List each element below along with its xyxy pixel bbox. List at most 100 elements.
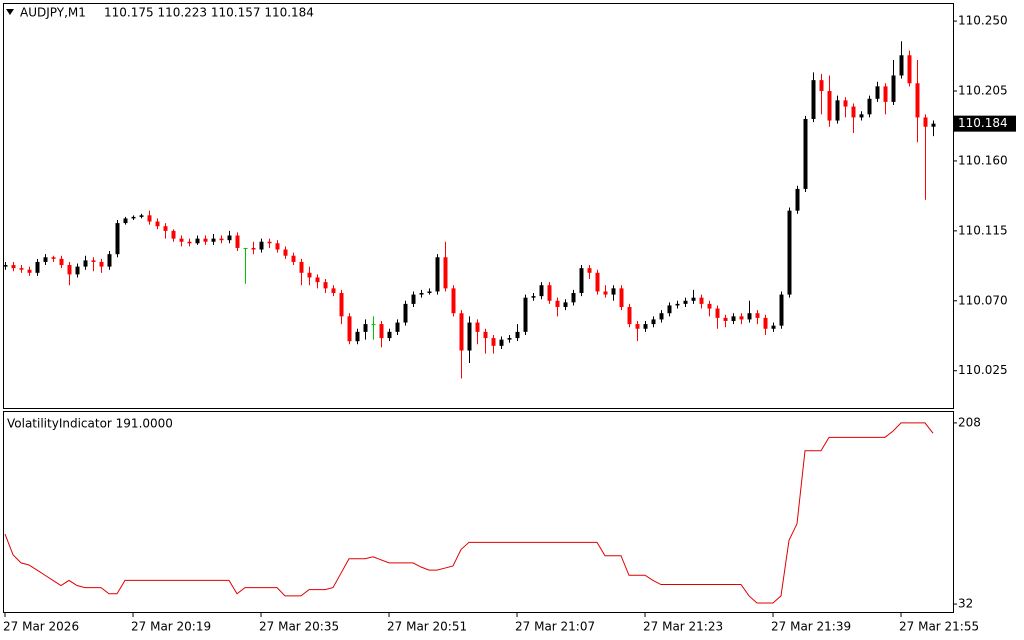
candle-body — [699, 297, 704, 304]
candle-body — [267, 241, 272, 244]
y-tick-label: 110.115 — [958, 223, 1008, 237]
candle-body — [131, 216, 136, 219]
candle-body — [595, 272, 600, 292]
candle-body — [459, 313, 464, 351]
candle-body — [483, 331, 488, 339]
candle-body — [35, 261, 40, 273]
candle-body — [227, 235, 232, 241]
candle-body — [771, 325, 776, 329]
x-tick-label: 27 Mar 21:23 — [643, 620, 723, 634]
candle-body — [171, 230, 176, 239]
candle-body — [707, 303, 712, 309]
candle-body — [619, 288, 624, 307]
candle-body — [179, 238, 184, 242]
candle-body — [763, 317, 768, 329]
candle-body — [835, 100, 840, 121]
candle-body — [555, 300, 560, 307]
candle-body — [675, 303, 680, 306]
y-tick-label: 110.025 — [958, 363, 1008, 377]
candle-body — [491, 338, 496, 346]
menu-triangle[interactable] — [6, 9, 14, 15]
candle-body — [75, 266, 80, 275]
candle-body — [51, 257, 56, 259]
candle-body — [435, 257, 440, 292]
y-tick-label: 110.070 — [958, 293, 1008, 307]
x-tick-label: 27 Mar 21:55 — [899, 620, 979, 634]
candle-body — [91, 260, 96, 262]
candle-body — [611, 288, 616, 295]
candle-body — [355, 331, 360, 342]
candle-body — [539, 285, 544, 297]
candle-body — [67, 265, 72, 275]
candle-body — [571, 293, 576, 303]
candle-body — [419, 293, 424, 295]
candle-body — [11, 265, 16, 269]
candle-body — [123, 218, 128, 224]
candle-body — [867, 98, 872, 115]
candle-body — [379, 324, 384, 339]
candle-body — [811, 80, 816, 119]
candle-body — [411, 294, 416, 304]
candle-body — [291, 255, 296, 262]
y-tick-label: 110.160 — [958, 153, 1008, 167]
candle-body — [899, 55, 904, 76]
candle-body — [83, 260, 88, 267]
candle-body — [779, 294, 784, 326]
candle-body — [547, 285, 552, 301]
main-panel — [3, 3, 954, 409]
candle-body — [859, 114, 864, 118]
candle-body — [403, 303, 408, 323]
candle-body — [107, 254, 112, 267]
candle-body — [827, 91, 832, 121]
ohlc-header: 110.175 110.223 110.157 110.184 — [104, 6, 314, 20]
candle-body — [443, 257, 448, 289]
candle-body — [147, 215, 152, 222]
candle-body — [139, 215, 144, 217]
last-price-label: 110.184 — [958, 116, 1008, 130]
candle-body — [19, 268, 24, 270]
candle-body — [747, 313, 752, 320]
candle-body — [99, 261, 104, 267]
candle-body — [843, 100, 848, 107]
y-tick-label: 32 — [958, 597, 973, 611]
candle-body — [883, 86, 888, 102]
candle-body — [195, 238, 200, 244]
candle-body — [907, 55, 912, 84]
x-tick-label: 27 Mar 21:39 — [771, 620, 851, 634]
candle-body — [875, 86, 880, 99]
candle-body — [627, 307, 632, 325]
y-tick-label: 110.250 — [958, 14, 1008, 28]
candle-body — [795, 188, 800, 211]
candle-body — [755, 313, 760, 318]
candle-body — [787, 210, 792, 295]
candle-body — [587, 268, 592, 273]
candle-body — [387, 331, 392, 339]
candle-body — [691, 297, 696, 301]
candle-body — [499, 339, 504, 346]
candle-body — [467, 322, 472, 351]
candle-body — [371, 324, 376, 326]
candle-body — [235, 235, 240, 248]
candle-body — [891, 75, 896, 102]
candle-body — [667, 305, 672, 314]
candle-body — [219, 238, 224, 241]
candle-body — [243, 247, 248, 249]
candle-body — [163, 226, 168, 231]
x-tick-label: 27 Mar 20:35 — [259, 620, 339, 634]
candle-body — [651, 319, 656, 325]
candle-body — [187, 241, 192, 244]
candle-body — [275, 243, 280, 250]
candle-body — [259, 241, 264, 250]
candle-body — [283, 249, 288, 256]
candle-body — [395, 322, 400, 332]
candle-body — [523, 297, 528, 332]
candle-body — [739, 316, 744, 320]
indicator-panel — [3, 411, 954, 613]
candle-body — [731, 316, 736, 321]
candle-body — [803, 118, 808, 189]
candle-body — [323, 282, 328, 289]
candle-body — [659, 313, 664, 320]
